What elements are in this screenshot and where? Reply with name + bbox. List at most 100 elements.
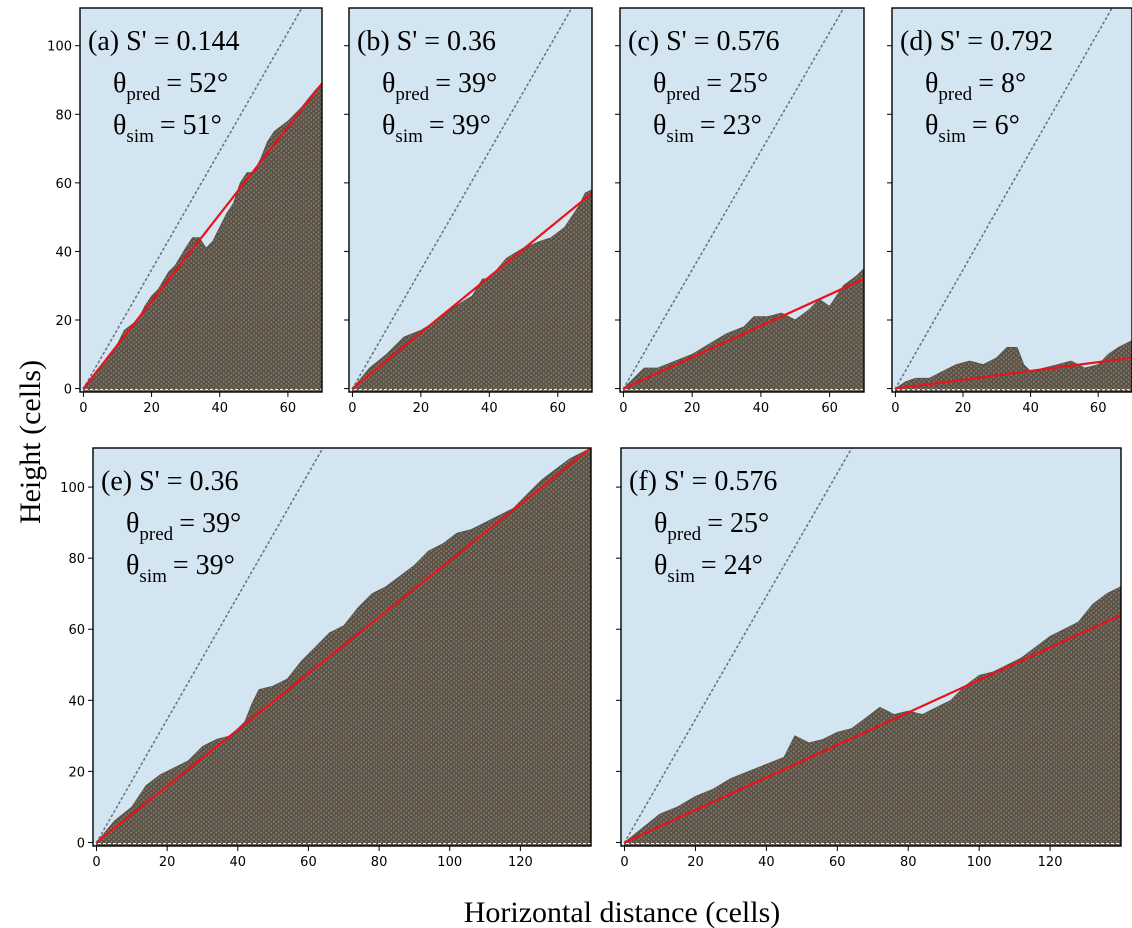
- panel-frame: [620, 447, 1122, 847]
- panel-plot-area: [93, 448, 591, 846]
- panel-label: (c) S' = 0.576: [628, 26, 779, 57]
- theta-sim-subscript: sim: [139, 566, 167, 587]
- panel-label: (f) S' = 0.576: [629, 466, 777, 497]
- theta-pred-value: = 39°: [179, 508, 241, 539]
- fit-line: [95, 448, 591, 844]
- panel-frame: [891, 7, 1132, 393]
- fit-line: [895, 356, 1132, 390]
- x-tick-label: 100: [967, 855, 992, 870]
- y-tick-label: 0: [77, 836, 85, 851]
- theta-symbol: θ: [653, 110, 666, 141]
- x-tick-label: 60: [821, 401, 838, 416]
- y-tick-label: 100: [60, 481, 85, 496]
- theta-sim-annotation: θsim = 51°: [113, 110, 222, 147]
- x-tick-label: 100: [437, 855, 462, 870]
- theta-pred-subscript: pred: [126, 84, 160, 105]
- panel-frame: [619, 7, 865, 393]
- panel-label: (e) S' = 0.36: [101, 466, 238, 497]
- theta-pred-annotation: θpred = 52°: [113, 68, 228, 105]
- theta-sim-subscript: sim: [395, 126, 423, 147]
- fit-line: [351, 192, 592, 390]
- reference-line: [351, 8, 573, 390]
- y-tick-label: 80: [55, 108, 72, 123]
- y-tick-label: 20: [55, 314, 72, 329]
- theta-pred-value: = 8°: [978, 68, 1026, 99]
- theta-pred-annotation: θpred = 8°: [925, 68, 1026, 105]
- theta-sim-value: = 24°: [701, 550, 763, 581]
- fit-line: [82, 82, 322, 390]
- x-tick-label: 40: [481, 401, 498, 416]
- theta-pred-annotation: θpred = 39°: [126, 508, 241, 545]
- fit-line: [622, 277, 864, 390]
- x-tick-label: 40: [1022, 401, 1039, 416]
- x-tick-label: 60: [300, 855, 317, 870]
- reference-line: [622, 8, 845, 390]
- x-tick-label: 80: [371, 855, 388, 870]
- x-tick-label: 0: [891, 401, 899, 416]
- theta-sim-subscript: sim: [667, 566, 695, 587]
- y-tick-label: 40: [68, 694, 85, 709]
- panel-frame: [79, 7, 323, 393]
- panel-label: (a) S' = 0.144: [88, 26, 239, 57]
- x-tick-label: 40: [211, 401, 228, 416]
- x-tick-label: 40: [758, 855, 775, 870]
- x-tick-label: 120: [1038, 855, 1063, 870]
- x-axis-title: Horizontal distance (cells): [464, 896, 781, 928]
- panel-background: [892, 8, 1132, 392]
- y-tick-label: 20: [68, 765, 85, 780]
- theta-pred-annotation: θpred = 39°: [382, 68, 497, 105]
- y-tick-label: 80: [68, 552, 85, 567]
- theta-pred-subscript: pred: [395, 84, 429, 105]
- y-tick-label: 40: [55, 245, 72, 260]
- x-tick-label: 20: [687, 855, 704, 870]
- x-tick-label: 120: [508, 855, 533, 870]
- x-tick-label: 60: [550, 401, 567, 416]
- theta-sim-annotation: θsim = 23°: [653, 110, 762, 147]
- x-tick-label: 20: [159, 855, 176, 870]
- theta-symbol: θ: [126, 550, 139, 581]
- x-tick-label: 40: [230, 855, 247, 870]
- theta-pred-value: = 25°: [706, 68, 768, 99]
- theta-sim-annotation: θsim = 39°: [382, 110, 491, 147]
- theta-sim-annotation: θsim = 39°: [126, 550, 235, 587]
- theta-pred-annotation: θpred = 25°: [654, 508, 769, 545]
- x-tick-label: 60: [1090, 401, 1107, 416]
- panel-plot-area: [621, 448, 1121, 846]
- panel-label: (d) S' = 0.792: [900, 26, 1053, 57]
- x-tick-label: 0: [79, 401, 87, 416]
- theta-pred-subscript: pred: [667, 524, 701, 545]
- x-tick-label: 60: [280, 401, 297, 416]
- x-tick-label: 0: [348, 401, 356, 416]
- theta-sim-value: = 23°: [700, 110, 762, 141]
- reference-line: [95, 448, 324, 844]
- theta-pred-value: = 25°: [707, 508, 769, 539]
- panel-frame: [348, 7, 593, 393]
- y-tick-label: 0: [64, 383, 72, 398]
- x-tick-label: 20: [684, 401, 701, 416]
- theta-symbol: θ: [113, 110, 126, 141]
- theta-sim-value: = 51°: [160, 110, 222, 141]
- theta-symbol: θ: [382, 110, 395, 141]
- theta-symbol: θ: [925, 68, 938, 99]
- y-tick-label: 60: [68, 623, 85, 638]
- panel-plot-area: [80, 8, 322, 392]
- theta-pred-subscript: pred: [139, 524, 173, 545]
- x-tick-label: 0: [620, 855, 628, 870]
- theta-sim-subscript: sim: [938, 126, 966, 147]
- theta-symbol: θ: [126, 508, 139, 539]
- theta-sim-subscript: sim: [126, 126, 154, 147]
- pile-area: [351, 189, 592, 392]
- theta-symbol: θ: [382, 68, 395, 99]
- theta-sim-subscript: sim: [666, 126, 694, 147]
- x-tick-label: 60: [829, 855, 846, 870]
- reference-line: [894, 8, 1113, 390]
- reference-line: [623, 448, 853, 844]
- x-tick-label: 80: [900, 855, 917, 870]
